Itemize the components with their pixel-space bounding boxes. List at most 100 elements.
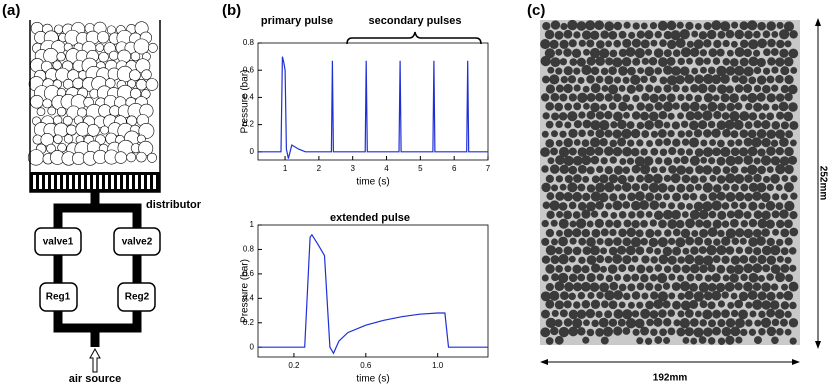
particle xyxy=(730,326,741,337)
particle xyxy=(748,218,758,228)
particle xyxy=(586,110,596,120)
particle xyxy=(147,152,158,163)
particle xyxy=(694,236,704,246)
particle xyxy=(540,291,551,302)
particle xyxy=(663,157,673,166)
valve-label: valve1 xyxy=(43,237,74,248)
particle xyxy=(641,130,650,138)
particle xyxy=(671,209,681,220)
particle xyxy=(622,94,631,103)
particle xyxy=(744,246,753,255)
particle xyxy=(608,30,618,40)
particle xyxy=(691,30,699,38)
particle xyxy=(613,309,624,319)
particle xyxy=(685,130,693,138)
particle xyxy=(578,129,586,138)
particle xyxy=(583,319,590,327)
particle xyxy=(625,245,636,256)
particle xyxy=(551,273,560,282)
particle xyxy=(544,29,555,40)
particle xyxy=(725,318,736,328)
particle xyxy=(703,93,714,103)
particle xyxy=(675,219,685,229)
particle xyxy=(716,175,726,184)
particle xyxy=(748,328,757,336)
particle xyxy=(586,184,596,193)
particle xyxy=(725,173,736,184)
particle xyxy=(717,30,726,39)
particle xyxy=(771,103,779,111)
particle xyxy=(781,175,789,182)
particle xyxy=(747,92,758,103)
particle xyxy=(604,310,613,319)
particle xyxy=(646,318,654,327)
particle xyxy=(789,139,797,147)
particle xyxy=(623,111,630,119)
particle xyxy=(717,229,725,238)
particle xyxy=(699,103,708,111)
particle xyxy=(659,328,667,337)
particle xyxy=(568,292,576,301)
particle xyxy=(713,110,722,120)
particle xyxy=(740,166,748,174)
y-tick-label: 0.8 xyxy=(243,245,255,254)
particle xyxy=(702,201,713,212)
particle xyxy=(690,246,699,255)
regulator-box xyxy=(39,282,78,312)
particle xyxy=(684,290,694,300)
particle xyxy=(645,228,655,238)
particle xyxy=(567,111,578,122)
particle xyxy=(693,111,703,121)
particle xyxy=(617,119,627,130)
particle xyxy=(739,237,747,245)
particle xyxy=(748,182,759,192)
particle xyxy=(783,21,795,32)
particle xyxy=(635,84,644,93)
particle xyxy=(650,256,658,264)
particle xyxy=(556,229,563,237)
particle xyxy=(628,211,636,219)
particle xyxy=(568,255,576,263)
particle xyxy=(627,103,635,111)
particle xyxy=(663,337,671,345)
particle xyxy=(745,301,753,309)
particle xyxy=(558,236,568,247)
particle xyxy=(689,101,700,112)
particle xyxy=(595,92,605,102)
particle xyxy=(559,309,568,318)
particle xyxy=(721,220,730,228)
particle xyxy=(549,290,560,301)
particle xyxy=(655,157,663,165)
particle xyxy=(646,246,654,254)
particle xyxy=(662,209,673,220)
particle xyxy=(738,291,749,302)
particle xyxy=(654,247,662,255)
particle xyxy=(598,317,609,328)
particle xyxy=(640,39,650,49)
distributor-hole xyxy=(81,175,84,189)
particle xyxy=(630,74,641,85)
particle xyxy=(610,211,618,219)
particle xyxy=(780,84,790,94)
particle xyxy=(586,220,594,228)
particle xyxy=(677,148,685,156)
particle xyxy=(72,77,84,89)
particle xyxy=(770,48,779,56)
particle xyxy=(612,146,623,157)
particle xyxy=(590,155,600,165)
particle xyxy=(657,291,669,302)
particle xyxy=(693,201,704,212)
particle xyxy=(600,157,608,165)
particle xyxy=(568,201,577,210)
particle xyxy=(753,157,761,165)
particle xyxy=(662,246,673,257)
particle xyxy=(596,255,605,264)
particle xyxy=(126,152,137,163)
particle xyxy=(659,201,667,209)
particle xyxy=(708,210,717,219)
particle xyxy=(544,48,555,59)
particle xyxy=(700,139,708,147)
x-tick-label: 5 xyxy=(418,164,423,173)
particle xyxy=(743,137,753,147)
particle xyxy=(766,308,776,318)
